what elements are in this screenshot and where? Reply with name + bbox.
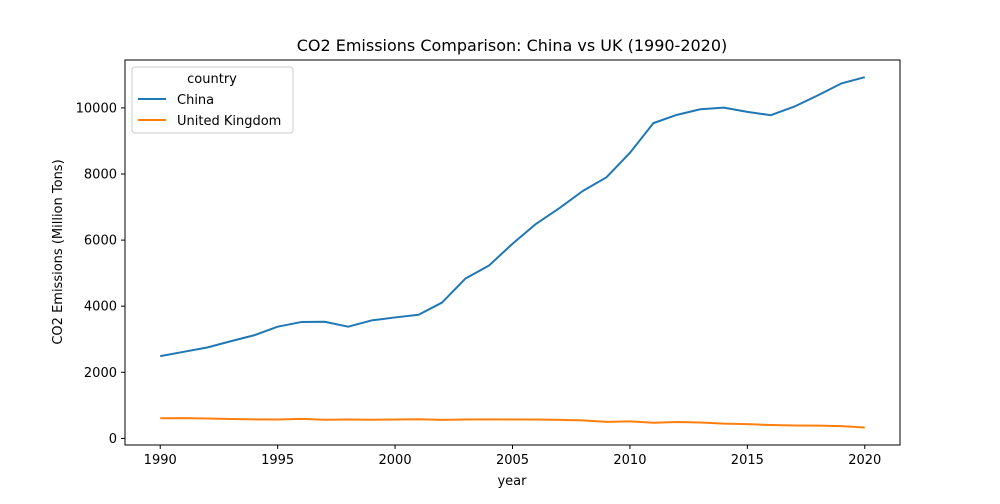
x-tick-label: 1990	[144, 453, 177, 468]
x-tick-label: 2015	[731, 453, 764, 468]
series-line-china	[160, 76, 866, 358]
x-axis: 1990 1995 2000 2005 2010 2015 2020	[144, 445, 881, 468]
y-axis: 0 2000 4000 6000 8000 10000	[76, 101, 125, 447]
plot-frame	[124, 59, 901, 446]
x-tick-label: 2010	[613, 453, 646, 468]
y-axis-label: CO2 Emissions (Million Tons)	[51, 159, 66, 344]
legend-label-china: China	[177, 93, 214, 108]
series-line-united-kingdom	[160, 417, 865, 429]
y-tick-label: 0	[109, 432, 117, 447]
legend-label-united-kingdom: United Kingdom	[177, 114, 281, 129]
series-lines	[160, 76, 866, 429]
x-tick-label: 2020	[848, 453, 881, 468]
x-axis-label: year	[497, 474, 527, 489]
legend-box	[131, 66, 294, 134]
x-tick-label: 1995	[261, 453, 294, 468]
y-tick-label: 4000	[84, 300, 117, 315]
y-tick-label: 10000	[76, 101, 117, 116]
y-tick-label: 2000	[84, 366, 117, 381]
chart-title: CO2 Emissions Comparison: China vs UK (1…	[297, 36, 728, 55]
legend-title: country	[187, 72, 237, 87]
legend: country China United Kingdom	[131, 66, 294, 134]
x-tick-label: 2000	[379, 453, 412, 468]
y-tick-label: 8000	[84, 168, 117, 183]
x-tick-label: 2005	[496, 453, 529, 468]
y-tick-label: 6000	[84, 234, 117, 249]
